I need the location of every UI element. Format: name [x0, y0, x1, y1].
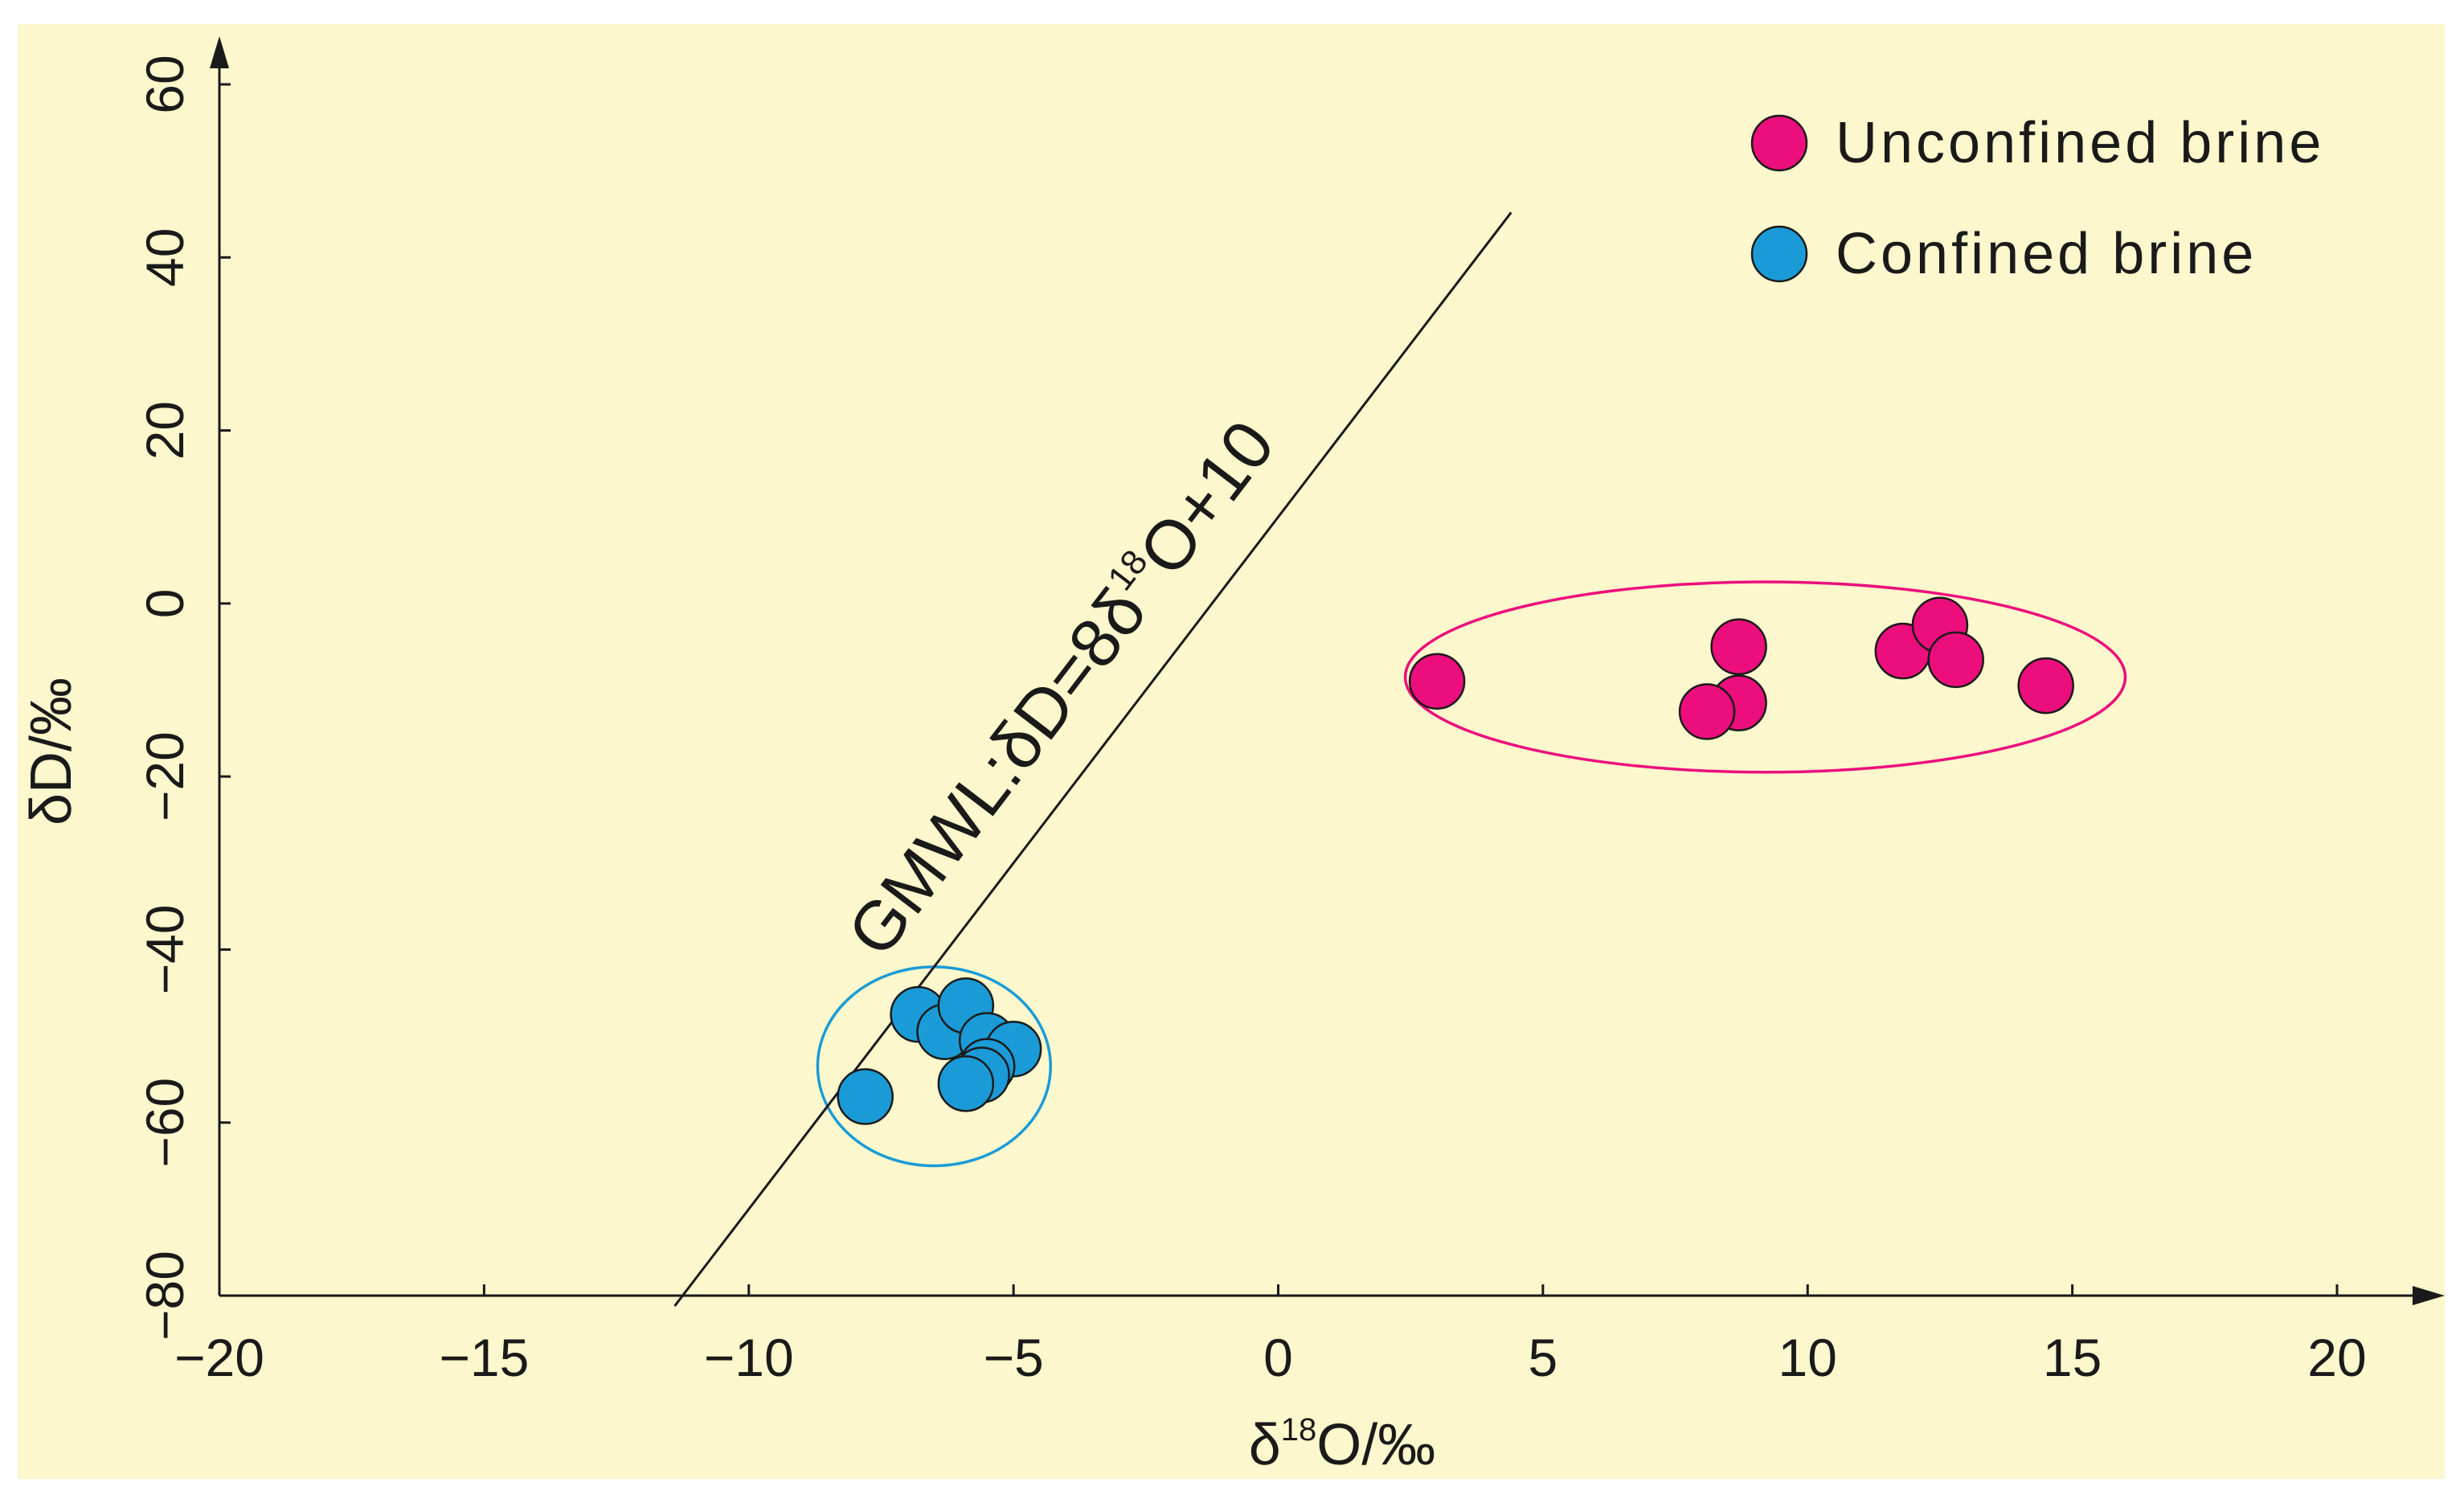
- y-axis-label: δD/‰: [19, 678, 84, 825]
- y-tick-label: 40: [135, 228, 194, 287]
- y-tick-label: 0: [135, 588, 194, 618]
- legend-label: Confined brine: [1836, 222, 2257, 286]
- y-tick-label: −60: [135, 1078, 194, 1168]
- gmwl-line: [673, 211, 1512, 1307]
- group-ellipse: [1403, 580, 2127, 774]
- y-tick-label: −20: [135, 731, 194, 821]
- axes: [210, 36, 2445, 1305]
- x-tick-label: −15: [439, 1328, 529, 1387]
- legend-marker: [1750, 225, 1808, 283]
- data-point: [1408, 653, 1466, 710]
- x-tick-label: 0: [1263, 1328, 1293, 1387]
- data-point: [1678, 683, 1736, 740]
- x-axis-label-suffix: O/‰: [1316, 1413, 1435, 1477]
- data-point: [837, 1068, 894, 1125]
- data-point: [1927, 631, 1984, 689]
- x-tick-label: 10: [1778, 1328, 1837, 1387]
- x-axis-label-prefix: δ: [1249, 1413, 1281, 1477]
- y-tick-label: −40: [135, 904, 194, 994]
- x-axis-label: δ18O/‰: [1249, 1412, 1436, 1477]
- x-tick-label: 15: [2043, 1328, 2102, 1387]
- x-tick-label: −10: [704, 1328, 794, 1387]
- data-point: [937, 1055, 995, 1112]
- x-tick-label: 20: [2307, 1328, 2366, 1387]
- x-tick-label: −20: [174, 1328, 264, 1387]
- data-point: [2017, 657, 2074, 715]
- chart-background: [18, 24, 2445, 1479]
- legend-marker: [1750, 114, 1808, 172]
- data-points: [837, 596, 2074, 1125]
- y-ticks: −80 −60 −40 −20 0 20 40 60: [135, 55, 231, 1341]
- x-axis-arrow: [2413, 1286, 2445, 1305]
- y-tick-label: −80: [135, 1251, 194, 1341]
- legend: Unconfined brine Confined brine: [1750, 111, 2324, 286]
- legend-label: Unconfined brine: [1836, 111, 2324, 175]
- x-axis-label-superscript: 18: [1281, 1412, 1317, 1448]
- y-tick-label: 20: [135, 401, 194, 460]
- data-point: [1710, 618, 1767, 675]
- x-tick-label: 5: [1529, 1328, 1558, 1387]
- y-tick-label: 60: [135, 55, 194, 113]
- x-tick-label: −5: [984, 1328, 1044, 1387]
- x-ticks: −20 −15 −10 −5 0 5 10 15 20: [174, 1284, 2367, 1387]
- y-axis-arrow: [210, 36, 229, 68]
